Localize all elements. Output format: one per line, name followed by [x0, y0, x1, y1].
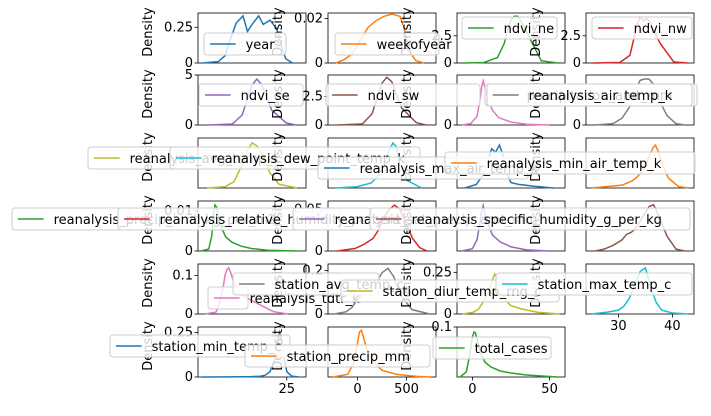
axes-frame [456, 12, 566, 64]
axes-frame [585, 12, 695, 64]
y-axis-label: Density [141, 7, 156, 57]
legend-label: ndvi_ne [504, 22, 555, 37]
legend-frame [203, 32, 287, 56]
y-tick-label: 0 [315, 118, 323, 133]
axes-frame [197, 12, 307, 64]
legend: station_max_temp_c [495, 272, 693, 296]
density-line [206, 141, 298, 189]
x-tick-label: 500 [394, 382, 419, 397]
y-tick-label: 0 [573, 56, 581, 71]
legend-label: reanalysis_min_air_temp_k [487, 157, 662, 172]
density-line [591, 266, 689, 315]
y-tick-label: 0 [185, 118, 193, 133]
x-tick-label: 30 [610, 319, 627, 334]
legend-layer: year weekofyear ndvi_ne ndvi_nw ndvi_se ndvi_… [11, 16, 698, 368]
y-tick-label: 0 [315, 244, 323, 259]
legend: reanalysis_min_air_temp_k [444, 151, 696, 175]
y-tick-label: 0.25 [423, 265, 452, 280]
legend-label: reanalysis_air_temp_k [529, 89, 673, 104]
x-tick-label: 0 [468, 382, 476, 397]
legend-frame [486, 83, 693, 107]
legend-frame [244, 344, 431, 368]
y-tick-label: 2.5 [560, 29, 581, 44]
x-tick-label: 25 [279, 382, 296, 397]
y-tick-label: 0 [444, 307, 452, 322]
subplot: 0 5 Density [141, 68, 307, 133]
y-tick-label: 0 [573, 118, 581, 133]
legend: total_cases [432, 336, 552, 360]
legend-frame [591, 16, 693, 40]
y-tick-label: 5 [185, 68, 193, 83]
legend-label: ndvi_sw [368, 89, 420, 104]
plot-layer: 00.25Density00.02Density02.5Density02.5D… [141, 7, 695, 397]
legend-frame [444, 151, 696, 175]
y-tick-label: 0.1 [431, 320, 452, 335]
density-line [463, 15, 559, 64]
legend: weekofyear [334, 32, 453, 56]
x-tick-label: 50 [541, 382, 558, 397]
legend-frame [432, 336, 552, 360]
legend-label: station_precip_mm [287, 350, 410, 365]
legend: station_precip_mm [244, 344, 431, 368]
legend-frame [198, 83, 304, 107]
legend-frame [461, 16, 558, 40]
y-tick-label: 0 [444, 118, 452, 133]
y-tick-label: 0 [185, 307, 193, 322]
legend: year [203, 32, 287, 56]
y-tick-label: 0 [185, 56, 193, 71]
density-line [207, 77, 297, 126]
legend-frame [325, 83, 481, 107]
legend-label: reanalysis_tdtr_k [250, 292, 360, 307]
legend-frame [369, 207, 691, 231]
legend: ndvi_ne [461, 16, 558, 40]
legend: reanalysis_air_temp_k [486, 83, 693, 107]
y-tick-label: 0 [315, 307, 323, 322]
legend-label: total_cases [475, 342, 548, 357]
legend-label: weekofyear [377, 38, 453, 53]
legend: ndvi_se [198, 83, 304, 107]
legend-label: ndvi_se [241, 89, 290, 104]
legend-label: ndvi_nw [634, 22, 688, 37]
x-tick-label: 0 [353, 382, 361, 397]
y-tick-label: 0 [185, 370, 193, 385]
legend: ndvi_nw [591, 16, 693, 40]
density-line [337, 76, 427, 126]
legend-label: reanalysis_specific_humidity_g_per_kg [412, 213, 662, 228]
legend-frame [334, 32, 440, 56]
y-tick-label: 0 [185, 244, 193, 259]
y-tick-label: 0 [315, 56, 323, 71]
density-line [594, 78, 686, 126]
legend: ndvi_sw [325, 83, 481, 107]
y-tick-label: 0.1 [172, 269, 193, 284]
y-tick-label: 0.02 [294, 12, 323, 27]
y-axis-label: Density [141, 69, 156, 119]
axes-frame [197, 74, 307, 126]
legend: reanalysis_specific_humidity_g_per_kg [369, 207, 691, 231]
subplot: 0 0.1 Density [141, 258, 307, 322]
y-tick-label: 0 [444, 56, 452, 71]
y-axis-label: Density [141, 258, 156, 308]
y-tick-label: 2.5 [302, 90, 323, 105]
legend-label: station_max_temp_c [538, 278, 672, 293]
y-tick-label: 0.25 [164, 20, 193, 35]
x-tick-label: 40 [664, 319, 681, 334]
legend-label: year [246, 38, 276, 53]
legend-frame [495, 272, 693, 296]
